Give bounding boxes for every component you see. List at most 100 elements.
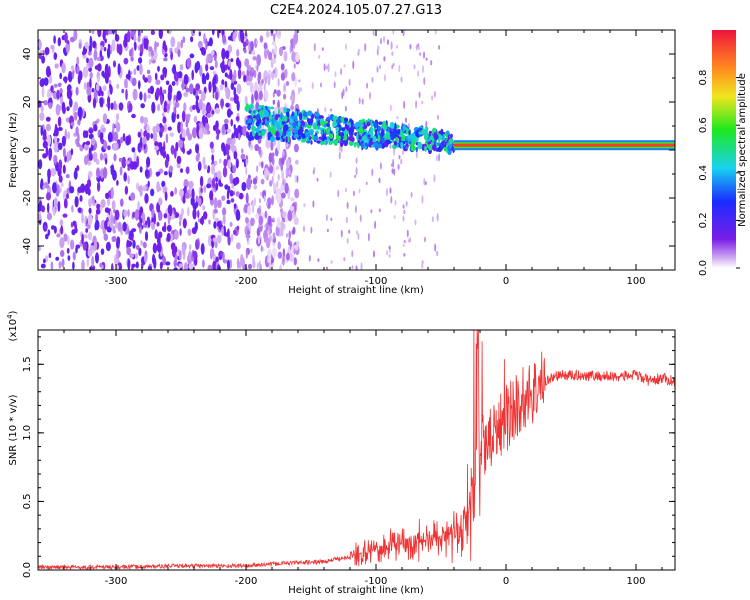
signal-blob [287,136,290,143]
noise-blob [370,209,373,214]
signal-blob [259,112,265,119]
noise-blob [209,66,215,71]
noise-blob [392,30,395,35]
signal-blob [294,117,298,122]
signal-blob [357,142,360,149]
noise-blob [71,229,76,236]
noise-blob [165,80,170,86]
noise-blob [232,165,237,173]
noise-blob [291,94,294,102]
signal-blob [343,129,347,137]
signal-blob [255,113,261,121]
noise-blob [47,202,50,214]
noise-blob [264,210,268,219]
noise-blob [272,99,276,105]
noise-blob [48,252,52,258]
noise-blob [100,45,104,51]
noise-blob [212,260,217,270]
noise-blob [219,251,223,257]
noise-blob [438,153,441,162]
noise-blob [133,151,137,164]
noise-blob [152,126,157,133]
noise-blob [383,74,386,82]
noise-blob [60,182,64,188]
noise-blob [217,30,220,39]
noise-blob [127,228,130,234]
noise-blob [134,209,140,221]
noise-blob [176,155,182,165]
signal-blob [438,130,444,135]
noise-blob [293,32,298,45]
snr-axes: -300 -200 -100 0 100 0.0 0.5 1.0 1.5 [22,330,675,587]
noise-blob [260,178,265,185]
signal-blob [299,120,305,128]
noise-blob [353,190,355,197]
noise-blob [389,187,392,194]
snr-series-line [38,330,675,570]
noise-blob [106,226,112,233]
noise-blob [147,88,151,94]
signal-blob [269,136,276,143]
noise-blob [218,179,222,187]
noise-blob [118,102,124,111]
noise-blob [131,263,137,268]
noise-blob [215,256,219,264]
noise-blob [257,85,263,93]
noise-blob [111,200,116,211]
noise-blob [320,82,322,88]
noise-blob [111,30,116,35]
noise-blob [156,181,160,193]
noise-blob [162,116,167,124]
noise-blob [293,143,299,153]
noise-blob [73,112,78,121]
noise-blob [408,122,410,129]
noise-blob [144,253,147,263]
noise-blob [205,38,208,50]
noise-blob [102,30,106,41]
noise-blob [158,211,163,221]
signal-blob [268,114,273,121]
noise-blob [225,102,230,108]
signal-blob [335,126,340,132]
signal-blob [323,124,327,128]
noise-blob [96,203,101,210]
noise-blob [325,65,328,70]
noise-blob [53,35,56,44]
noise-blob [396,44,398,49]
noise-blob [118,157,123,162]
noise-blob [213,75,217,83]
signal-blob [246,125,252,129]
noise-blob [161,180,166,188]
signal-blob [253,110,256,114]
noise-blob [260,245,263,252]
noise-blob [226,128,232,133]
noise-blob [344,106,347,112]
snr-xlabel: Height of straight line (km) [288,585,424,596]
noise-blob [392,158,395,168]
noise-blob [122,221,127,232]
noise-blob [275,165,280,171]
signal-blob [351,137,355,142]
noise-blob [86,57,89,63]
noise-blob [216,170,222,179]
signal-blob [326,117,332,121]
noise-blob [200,91,206,101]
noise-blob [265,202,268,207]
noise-blob [141,212,146,224]
noise-blob [379,162,382,170]
noise-blob [403,240,406,244]
noise-blob [281,261,284,265]
noise-blob [263,195,266,202]
noise-blob [229,97,235,102]
noise-blob [52,182,57,194]
noise-blob [391,64,394,70]
noise-blob [151,221,156,230]
noise-blob [187,133,193,141]
noise-blob [196,60,201,71]
noise-blob [277,141,281,152]
noise-blob [292,211,295,218]
noise-blob [378,177,381,184]
noise-blob [116,179,119,186]
noise-blob [312,169,315,175]
